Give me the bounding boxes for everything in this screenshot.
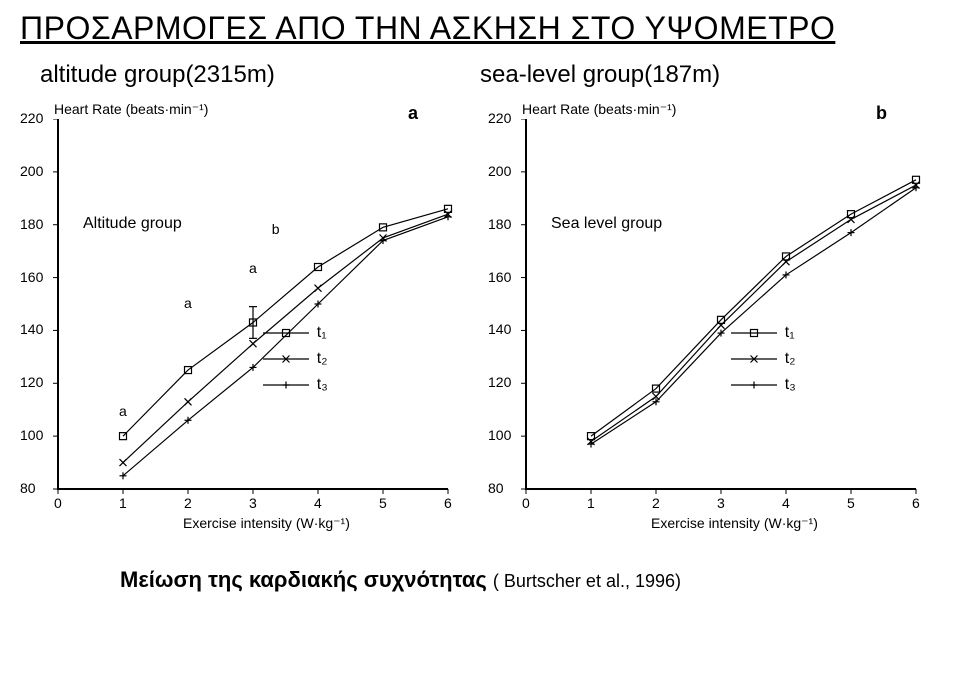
- xaxis-title: Exercise intensity (W·kg⁻¹): [651, 515, 818, 532]
- xtick-label: 1: [587, 495, 595, 511]
- ytick-label: 180: [20, 216, 43, 232]
- ytick-label: 200: [20, 163, 43, 179]
- caption-main: Μείωση της καρδιακής συχνότητας: [120, 567, 493, 592]
- xtick-label: 4: [314, 495, 322, 511]
- panel-label: a: [408, 103, 418, 124]
- legend-text: t₁: [311, 324, 327, 342]
- ytick-label: 120: [488, 374, 511, 390]
- legend-text: t₂: [311, 350, 328, 368]
- sig-label: b: [272, 221, 280, 237]
- legend-text: t₂: [779, 350, 796, 368]
- legend-marker-icon: [729, 349, 779, 369]
- legend-marker-icon: [729, 375, 779, 395]
- ytick-label: 140: [20, 321, 43, 337]
- legend: t₁ t₂ t₃: [729, 320, 796, 398]
- legend-marker-icon: [261, 323, 311, 343]
- legend-row: t₁: [261, 320, 328, 346]
- chart-a: 80 100 120 140 160 180 200 220 0 1 2 3 4 5 6 Heart Rate…: [8, 99, 468, 559]
- group-label: Altitude group: [83, 215, 182, 233]
- xtick-label: 3: [717, 495, 725, 511]
- xtick-label: 0: [54, 495, 62, 511]
- ytick-label: 100: [488, 427, 511, 443]
- caption-cite: ( Burtscher et al., 1996): [493, 571, 681, 591]
- xtick-label: 5: [847, 495, 855, 511]
- caption: Μείωση της καρδιακής συχνότητας ( Burtsc…: [0, 559, 960, 593]
- legend-row: t₂: [729, 346, 796, 372]
- panel-label: b: [876, 103, 887, 124]
- ytick-label: 140: [488, 321, 511, 337]
- xtick-label: 4: [782, 495, 790, 511]
- xtick-label: 2: [652, 495, 660, 511]
- group-label: Sea level group: [551, 215, 662, 233]
- ytick-label: 220: [20, 110, 43, 126]
- xtick-label: 3: [249, 495, 257, 511]
- legend: t₁ t₂ t₃: [261, 320, 328, 398]
- ytick-label: 200: [488, 163, 511, 179]
- ytick-label: 180: [488, 216, 511, 232]
- ytick-label: 220: [488, 110, 511, 126]
- legend-marker-icon: [261, 349, 311, 369]
- sig-label: a: [249, 260, 257, 276]
- xtick-label: 0: [522, 495, 530, 511]
- subtitle-left: altitude group(2315m): [40, 61, 480, 89]
- legend-row: t₁: [729, 320, 796, 346]
- legend-marker-icon: [729, 323, 779, 343]
- subtitle-right: sea-level group(187m): [480, 61, 920, 89]
- ytick-label: 80: [488, 480, 504, 496]
- subtitles-row: altitude group(2315m) sea-level group(18…: [0, 51, 960, 89]
- ytick-label: 80: [20, 480, 36, 496]
- legend-row: t₂: [261, 346, 328, 372]
- ytick-label: 120: [20, 374, 43, 390]
- chart-b: 80 100 120 140 160 180 200 220 0 1 2 3 4 5 6 Heart Rate…: [476, 99, 936, 559]
- xtick-label: 6: [912, 495, 920, 511]
- legend-text: t₁: [779, 324, 795, 342]
- xtick-label: 2: [184, 495, 192, 511]
- sig-label: a: [119, 403, 127, 419]
- page-title: ΠΡΟΣΑΡΜΟΓΕΣ ΑΠΟ ΤΗΝ ΑΣΚΗΣΗ ΣΤΟ ΥΨΟΜΕΤΡΟ: [0, 0, 960, 51]
- xtick-label: 5: [379, 495, 387, 511]
- xtick-label: 6: [444, 495, 452, 511]
- legend-row: t₃: [261, 372, 328, 398]
- xaxis-title: Exercise intensity (W·kg⁻¹): [183, 515, 350, 532]
- yaxis-title: Heart Rate (beats·min⁻¹): [54, 101, 208, 118]
- legend-text: t₃: [311, 376, 328, 394]
- charts-row: 801001201401601802002200123456Heart Rate…: [0, 89, 960, 559]
- sig-label: a: [184, 295, 192, 311]
- legend-marker-icon: [261, 375, 311, 395]
- ytick-label: 160: [488, 269, 511, 285]
- ytick-label: 160: [20, 269, 43, 285]
- yaxis-title: Heart Rate (beats·min⁻¹): [522, 101, 676, 118]
- legend-text: t₃: [779, 376, 796, 394]
- xtick-label: 1: [119, 495, 127, 511]
- ytick-label: 100: [20, 427, 43, 443]
- legend-row: t₃: [729, 372, 796, 398]
